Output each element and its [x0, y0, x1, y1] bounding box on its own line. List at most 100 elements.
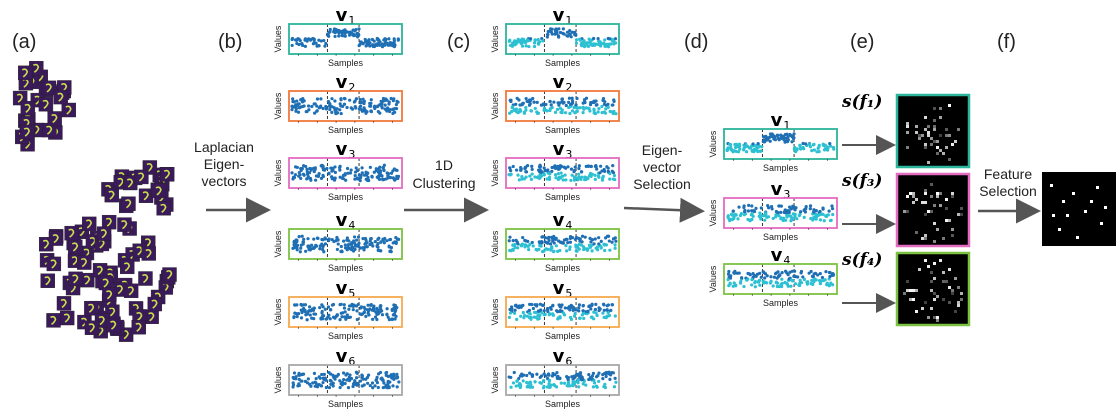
data-point [328, 308, 333, 312]
data-point [370, 175, 374, 179]
data-point [348, 98, 352, 102]
heatmap-pixel [909, 298, 912, 301]
data-point [803, 207, 807, 212]
data-point [605, 44, 609, 48]
data-point [613, 243, 617, 247]
y-axis-label: Values [490, 230, 500, 257]
data-point [747, 203, 751, 207]
data-point [297, 42, 301, 47]
data-point [533, 106, 537, 111]
data-point [792, 274, 796, 278]
panel-label-e: (e) [850, 31, 874, 53]
data-point [374, 378, 379, 382]
heatmap-pixel [936, 195, 939, 198]
data-point [587, 304, 591, 309]
data-point [606, 102, 610, 106]
data-point [324, 317, 328, 321]
data-point [591, 385, 596, 389]
heatmap-pixel [915, 198, 918, 201]
heatmap-pixel [957, 213, 960, 216]
heatmap-pixel [927, 161, 930, 164]
data-point [750, 204, 754, 208]
data-point [302, 173, 306, 177]
data-point [827, 209, 831, 213]
data-point [737, 271, 741, 275]
data-point [531, 244, 535, 248]
data-point [558, 175, 563, 179]
heatmap-pixel [945, 146, 948, 149]
data-point [758, 215, 763, 219]
data-point [328, 102, 332, 106]
data-point [823, 143, 827, 147]
data-point [342, 377, 346, 382]
heatmap-pixel [942, 237, 945, 240]
selected-pixel [1052, 214, 1055, 217]
data-point [357, 27, 361, 31]
data-point [396, 100, 400, 104]
data-point [568, 111, 572, 116]
data-point [807, 142, 812, 147]
data-point [323, 242, 328, 246]
data-point [528, 371, 532, 375]
data-point [824, 269, 828, 274]
digit-thumbnail [132, 309, 147, 324]
data-point [604, 370, 609, 375]
data-point [602, 102, 607, 106]
data-point [553, 173, 558, 177]
data-point [331, 373, 335, 377]
data-point [754, 206, 758, 210]
heatmap-pixel [933, 292, 936, 295]
heatmap-pixel [939, 192, 942, 195]
data-point [602, 315, 606, 319]
data-point [763, 276, 767, 280]
heatmap-pixel [912, 192, 915, 195]
data-point [774, 281, 778, 285]
data-point [733, 212, 738, 217]
data-point [552, 100, 556, 104]
data-point [780, 281, 784, 286]
data-point [357, 107, 361, 111]
svg-text:Eigen-: Eigen- [642, 142, 683, 158]
heatmap-pixel [936, 192, 939, 195]
data-point [746, 209, 750, 213]
data-point [832, 147, 836, 151]
data-point [321, 314, 326, 318]
data-point [341, 30, 345, 34]
data-point [324, 104, 328, 109]
data-point [356, 235, 361, 239]
data-point [348, 30, 352, 34]
data-point [566, 241, 570, 245]
data-point [581, 111, 585, 115]
data-point [351, 384, 355, 389]
data-point [294, 109, 298, 113]
data-point [581, 309, 585, 313]
data-point [310, 316, 314, 320]
data-point [331, 384, 335, 388]
data-point [365, 110, 369, 114]
heatmap-pixel [936, 316, 939, 319]
data-point [598, 41, 602, 45]
data-point [776, 210, 780, 215]
data-point [302, 164, 306, 168]
heatmap-pixel [930, 183, 933, 186]
data-point [326, 305, 331, 309]
data-point [548, 99, 552, 104]
data-point [301, 240, 306, 244]
data-point [375, 36, 379, 41]
digit-thumbnail [106, 317, 121, 333]
data-point [321, 106, 325, 111]
data-point [354, 166, 358, 170]
data-point [312, 306, 316, 310]
data-point [583, 175, 587, 179]
heatmap-pixel [924, 128, 927, 131]
vector-subscript: 1 [565, 14, 572, 27]
data-point [567, 96, 572, 100]
data-point [538, 241, 542, 245]
data-point [511, 164, 515, 169]
data-point [511, 381, 516, 385]
data-point [785, 215, 789, 219]
data-point [527, 308, 531, 312]
heatmap-pixel [933, 119, 936, 122]
